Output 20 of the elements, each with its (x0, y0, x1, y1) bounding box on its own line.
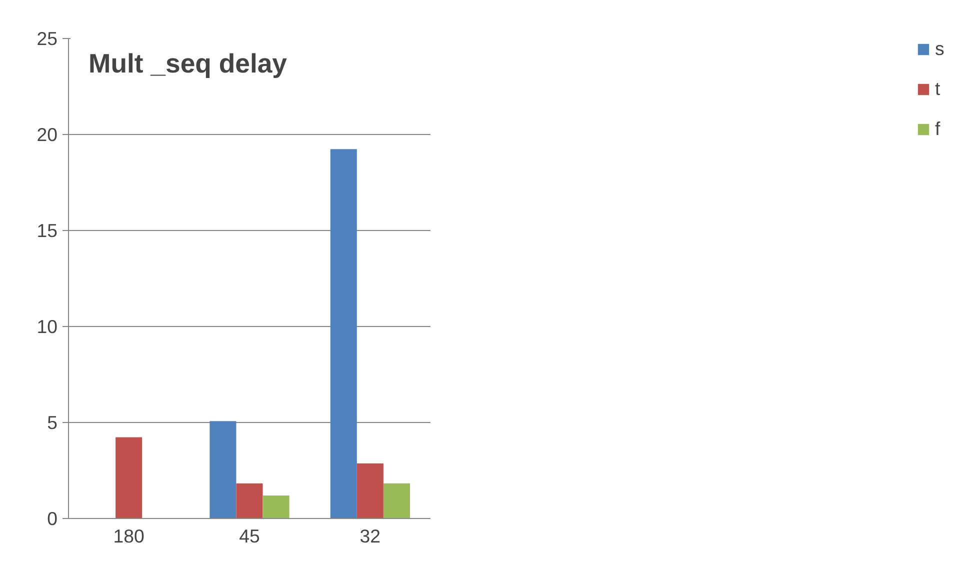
legend-label: f (935, 118, 942, 140)
bar (116, 437, 142, 518)
y-tick-label: 0 (47, 508, 58, 529)
legend-label: t (935, 78, 942, 100)
y-tick-label: 10 (36, 316, 58, 337)
y-tick-label: 15 (36, 220, 58, 241)
chart-title: Mult _seq delay (88, 48, 288, 78)
x-tick-label: 180 (113, 526, 144, 546)
y-tick-label: 25 (36, 28, 58, 49)
y-tick-label: 5 (47, 412, 58, 433)
bar (330, 149, 357, 518)
bar (210, 421, 236, 518)
bar (383, 483, 410, 518)
x-tick-label: 45 (239, 526, 260, 546)
bar (356, 463, 384, 518)
x-tick-label: 32 (360, 526, 381, 546)
legend-label: s (935, 38, 946, 60)
y-tick-label: 20 (36, 124, 58, 145)
bar (236, 483, 263, 518)
bar (262, 495, 290, 518)
